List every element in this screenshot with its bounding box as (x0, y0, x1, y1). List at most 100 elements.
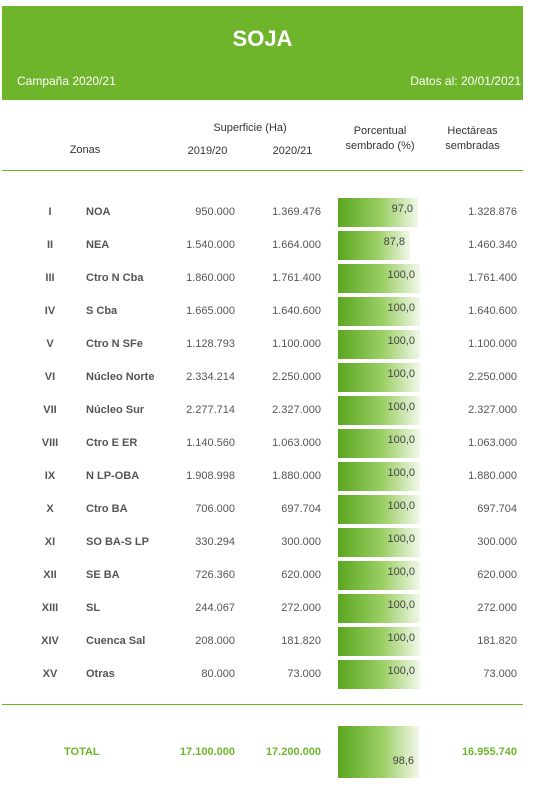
column-header-porcentual-line1: Porcentual (353, 125, 407, 137)
zone-name: SE BA (86, 569, 120, 581)
zone-name: Ctro E ER (86, 437, 138, 449)
percent-bar: 100,0 (338, 396, 420, 425)
percent-value: 100,0 (387, 566, 415, 578)
hectareas-sembradas: 1.761.400 (468, 272, 517, 284)
percent-value: 100,0 (387, 533, 415, 545)
column-header-year-a: 2019/20 (187, 145, 228, 157)
zone-name: NOA (86, 206, 111, 218)
table-row: IX N LP-OBA 1.908.998 1.880.000 100,0 1.880.0… (0, 460, 555, 493)
zone-number: XV (42, 668, 58, 680)
area-2019: 244.067 (195, 602, 235, 614)
area-2019: 1.665.000 (186, 305, 235, 317)
percent-bar: 100,0 (338, 528, 420, 557)
area-2019: 80.000 (201, 668, 235, 680)
table-row: XI SO BA-S LP 330.294 300.000 100,0 300.000 (0, 526, 555, 559)
zone-name: NEA (86, 239, 110, 251)
column-header-porcentual: Porcentual sembrado (%) (335, 124, 425, 154)
area-2019: 706.000 (195, 503, 235, 515)
total-area-2020: 17.200.000 (265, 746, 321, 758)
zone-number: III (45, 272, 55, 284)
zone-name: N LP-OBA (86, 470, 140, 482)
percent-bar: 100,0 (338, 594, 420, 623)
total-label: TOTAL (64, 746, 100, 758)
area-2019: 330.294 (195, 536, 235, 548)
hectareas-sembradas: 1.880.000 (468, 470, 517, 482)
area-2020: 1.880.000 (272, 470, 321, 482)
zone-name: S Cba (86, 305, 118, 317)
percent-value: 100,0 (387, 434, 415, 446)
table-row: II NEA 1.540.000 1.664.000 87,8 1.460.340 (0, 229, 555, 262)
total-hectareas: 16.955.740 (461, 746, 517, 758)
area-2020: 181.820 (281, 635, 321, 647)
area-2019: 2.334.214 (186, 371, 235, 383)
area-2019: 1.860.000 (186, 272, 235, 284)
area-2020: 1.664.000 (272, 239, 321, 251)
area-2019: 1.908.998 (186, 470, 235, 482)
percent-value: 100,0 (387, 401, 415, 413)
hectareas-sembradas: 300.000 (477, 536, 517, 548)
percent-value: 87,8 (383, 236, 405, 248)
percent-bar: 100,0 (338, 495, 420, 524)
table-row: I NOA 950.000 1.369.476 97,0 1.328.876 (0, 196, 555, 229)
zone-number: IX (44, 470, 56, 482)
zone-name: Núcleo Sur (86, 404, 145, 416)
column-header-hectareas-line1: Hectáreas (447, 125, 498, 137)
column-header-hectareas: Hectáreas sembradas (430, 124, 515, 154)
zone-name: Otras (86, 668, 115, 680)
table-row: XIII SL 244.067 272.000 100,0 272.000 (0, 592, 555, 625)
percent-value: 97,0 (391, 203, 413, 215)
table-row: VIII Ctro E ER 1.140.560 1.063.000 100,0 1.06… (0, 427, 555, 460)
header-divider (2, 170, 523, 171)
percent-bar: 100,0 (338, 330, 420, 359)
hectareas-sembradas: 1.100.000 (468, 338, 517, 350)
hectareas-sembradas: 1.640.600 (468, 305, 517, 317)
campaign-label: Campaña 2020/21 (17, 74, 116, 88)
percent-bar: 100,0 (338, 561, 420, 590)
percent-bar: 100,0 (338, 363, 420, 392)
hectareas-sembradas: 73.000 (483, 668, 517, 680)
data-date-label: Datos al: 20/01/2021 (410, 74, 521, 88)
zone-number: IV (44, 305, 56, 317)
total-percent-value: 98,6 (392, 755, 414, 767)
total-percent-bar: 98,6 (338, 726, 419, 778)
percent-bar: 100,0 (338, 462, 420, 491)
area-2020: 272.000 (281, 602, 321, 614)
area-2019: 208.000 (195, 635, 235, 647)
percent-bar: 100,0 (338, 660, 420, 689)
zone-number: XI (44, 536, 56, 548)
percent-value: 100,0 (387, 632, 415, 644)
percent-bar: 100,0 (338, 264, 420, 293)
area-2020: 697.704 (281, 503, 321, 515)
column-header-year-b: 2020/21 (272, 145, 313, 157)
percent-value: 100,0 (387, 665, 415, 677)
zone-name: Ctro BA (86, 503, 128, 515)
percent-bar: 100,0 (338, 429, 420, 458)
zone-name: SL (86, 602, 101, 614)
area-2020: 300.000 (281, 536, 321, 548)
table-row: V Ctro N SFe 1.128.793 1.100.000 100,0 1.100.… (0, 328, 555, 361)
zone-number: VII (43, 404, 57, 416)
hectareas-sembradas: 1.328.876 (468, 206, 517, 218)
area-2020: 1.369.476 (272, 206, 321, 218)
total-divider (2, 704, 523, 705)
percent-bar: 97,0 (338, 198, 418, 227)
percent-bar: 100,0 (338, 627, 420, 656)
area-2019: 1.540.000 (186, 239, 235, 251)
hectareas-sembradas: 2.250.000 (468, 371, 517, 383)
area-2020: 73.000 (287, 668, 321, 680)
percent-bar: 87,8 (338, 231, 410, 260)
area-2020: 1.063.000 (272, 437, 321, 449)
percent-bar: 100,0 (338, 297, 420, 326)
area-2020: 2.250.000 (272, 371, 321, 383)
total-area-2019: 17.100.000 (179, 746, 235, 758)
table-row: VII Núcleo Sur 2.277.714 2.327.000 100,0 2.32… (0, 394, 555, 427)
zone-number: V (46, 338, 54, 350)
zone-number: XII (43, 569, 57, 581)
table-row: IV S Cba 1.665.000 1.640.600 100,0 1.640.600 (0, 295, 555, 328)
column-header-porcentual-line2: sembrado (%) (345, 140, 415, 152)
zone-name: Ctro N Cba (86, 272, 144, 284)
zone-number: I (48, 206, 52, 218)
percent-value: 100,0 (387, 500, 415, 512)
hectareas-sembradas: 1.063.000 (468, 437, 517, 449)
hectareas-sembradas: 620.000 (477, 569, 517, 581)
